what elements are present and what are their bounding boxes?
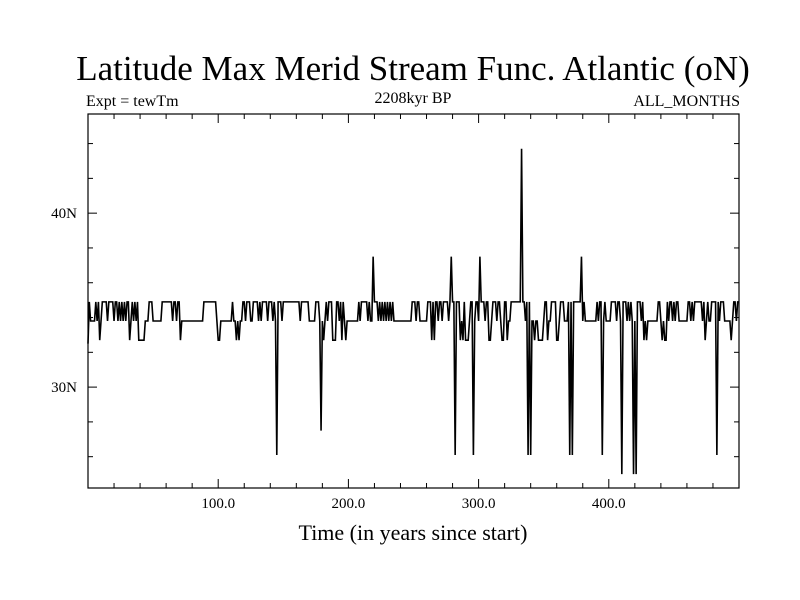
x-tick-label: 100.0 xyxy=(201,496,235,512)
x-tick-label: 200.0 xyxy=(332,496,366,512)
axis-ticks xyxy=(88,114,739,488)
series-line xyxy=(87,148,739,475)
experiment-label: Expt = tewTm xyxy=(86,93,179,110)
x-tick-label: 300.0 xyxy=(462,496,496,512)
tick-labels: 100.0 200.0 300.0 400.0 30N 40N xyxy=(51,206,626,512)
y-tick-label: 30N xyxy=(51,380,77,396)
plot-frame xyxy=(87,113,740,489)
x-tick-label: 400.0 xyxy=(592,496,626,512)
chart-title: Latitude Max Merid Stream Func. Atlantic… xyxy=(76,49,750,88)
x-axis-label: Time (in years since start) xyxy=(299,520,528,545)
y-tick-label: 40N xyxy=(51,206,77,222)
period-label: 2208kyr BP xyxy=(375,90,452,107)
months-label: ALL_MONTHS xyxy=(633,93,740,110)
